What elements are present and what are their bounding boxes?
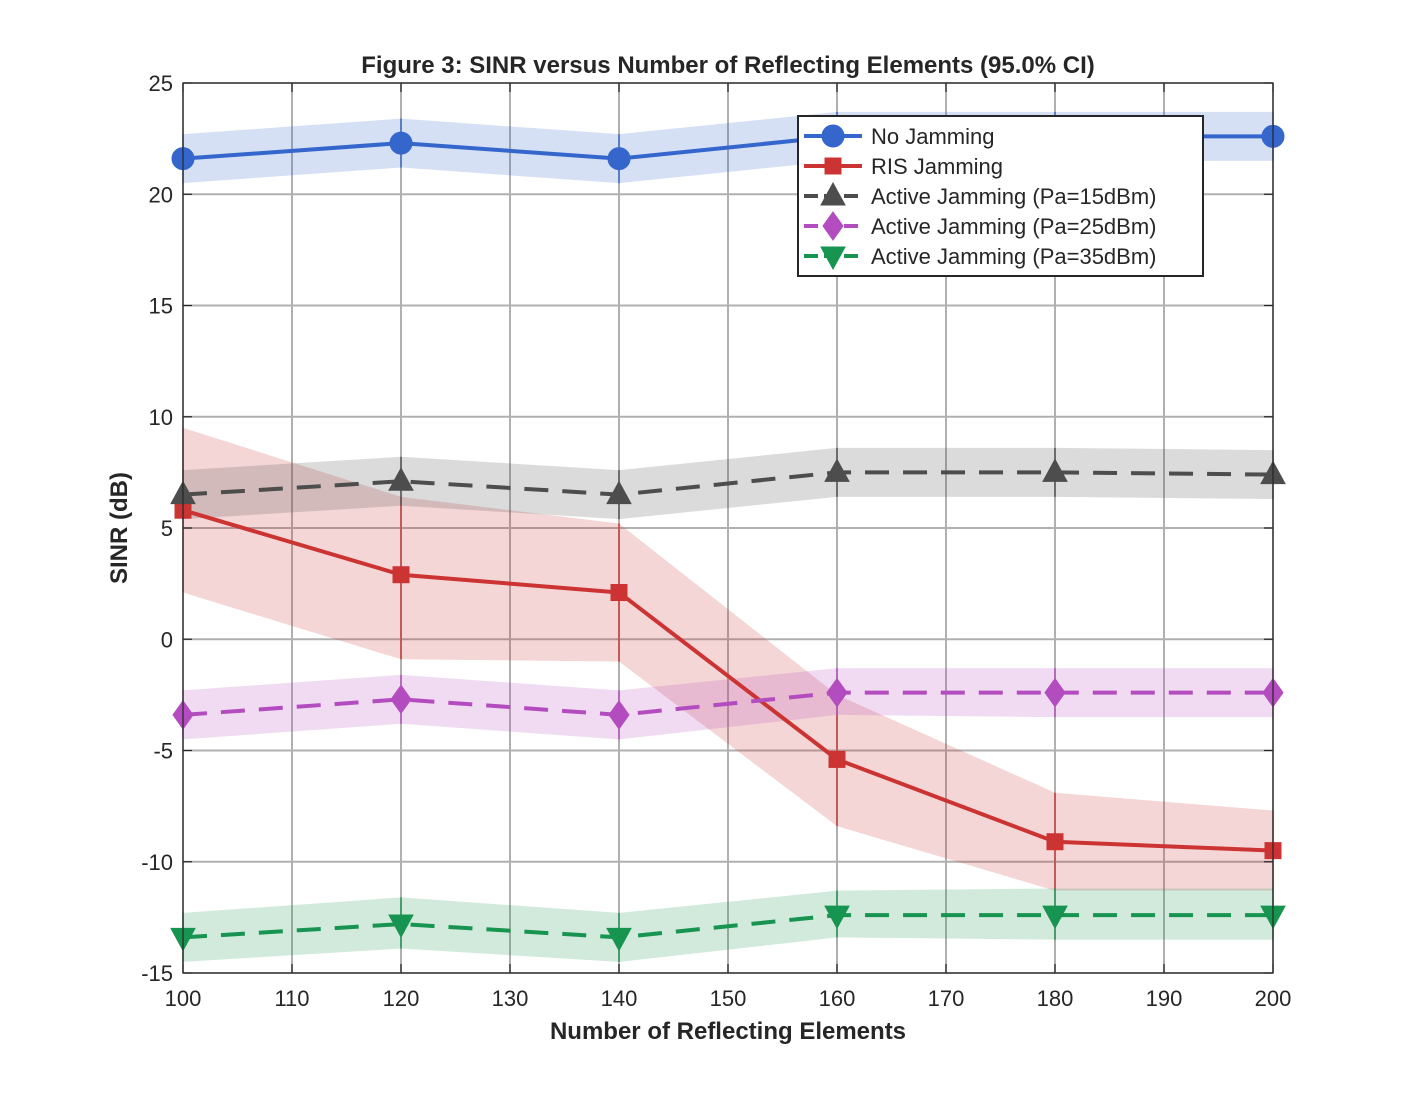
data-point-no-jamming [607,147,631,171]
data-point-active-jamming-pa-15dbm [606,480,632,505]
legend-marker-no-jamming [821,124,845,148]
legend-label-no-jamming: No Jamming [871,124,994,149]
y-tick-label: 20 [149,182,173,207]
y-tick-label: -5 [153,739,173,764]
x-tick-label: 130 [492,986,529,1011]
x-tick-label: 110 [274,986,309,1011]
x-tick-label: 160 [819,986,856,1011]
data-point-ris-jamming [392,566,410,584]
data-point-active-jamming-pa-15dbm [824,458,850,482]
x-tick-label: 140 [601,986,638,1011]
x-tick-label: 200 [1255,986,1292,1011]
legend-label-active-jamming-pa-35dbm: Active Jamming (Pa=35dBm) [871,244,1157,269]
x-tick-label: 180 [1037,986,1074,1011]
x-tick-label: 170 [928,986,965,1011]
series-line-ris-jamming [182,508,1274,853]
data-point-active-jamming-pa-25dbm [390,684,412,715]
data-point-active-jamming-pa-25dbm [1044,677,1066,708]
y-tick-label: -10 [141,850,173,875]
legend-box [797,115,1204,277]
data-point-active-jamming-pa-15dbm [1042,458,1068,482]
y-tick-label: 0 [161,627,173,652]
legend-marker-active-jamming-pa-15dbm [820,181,846,206]
legend-label-active-jamming-pa-25dbm: Active Jamming (Pa=25dBm) [871,214,1157,239]
data-point-active-jamming-pa-35dbm [1042,905,1068,930]
y-axis-title: SINR (dB) [106,472,133,584]
data-point-active-jamming-pa-35dbm [606,927,632,952]
series-line-active-jamming-pa-15dbm [182,470,1274,497]
y-tick-label: 5 [161,516,173,541]
series-line-active-jamming-pa-35dbm [182,913,1273,940]
x-tick-label: 120 [383,986,420,1011]
x-tick-label: 190 [1146,986,1183,1011]
legend-marker-active-jamming-pa-25dbm [822,211,844,241]
x-axis-title: Number of Reflecting Elements [550,1018,906,1045]
axis-ticks: 100 110 120 130 140 150 160 170 180 190 200-15-10-… [141,71,1291,1011]
legend-label-active-jamming-pa-15dbm: Active Jamming (Pa=15dBm) [871,184,1157,209]
data-point-ris-jamming [828,750,846,768]
data-point-active-jamming-pa-25dbm [608,700,630,730]
data-point-no-jamming [389,131,413,155]
legend: No Jamming RIS Jamming Active Jamming (Pa=… [797,115,1204,277]
x-tick-label: 100 [165,986,202,1011]
data-point-ris-jamming [1046,833,1064,851]
y-tick-label: 10 [149,405,173,430]
legend-label-ris-jamming: RIS Jamming [871,154,1003,179]
y-tick-label: 25 [149,71,173,96]
legend-marker-active-jamming-pa-35dbm [820,246,846,271]
x-tick-label: 150 [710,986,747,1011]
data-point-active-jamming-pa-15dbm [388,467,414,491]
data-point-active-jamming-pa-35dbm [388,914,414,939]
data-point-ris-jamming [610,584,628,602]
ci-band-ris-jamming [183,427,1273,891]
series-line-active-jamming-pa-25dbm [182,690,1273,717]
y-tick-label: -15 [141,961,173,986]
legend-marker-ris-jamming [824,157,842,175]
data-point-active-jamming-pa-35dbm [824,905,850,930]
y-tick-label: 15 [149,294,173,319]
chart-title: Figure 3: SINR versus Number of Reflecti… [361,52,1095,79]
data-point-active-jamming-pa-25dbm [826,677,848,708]
